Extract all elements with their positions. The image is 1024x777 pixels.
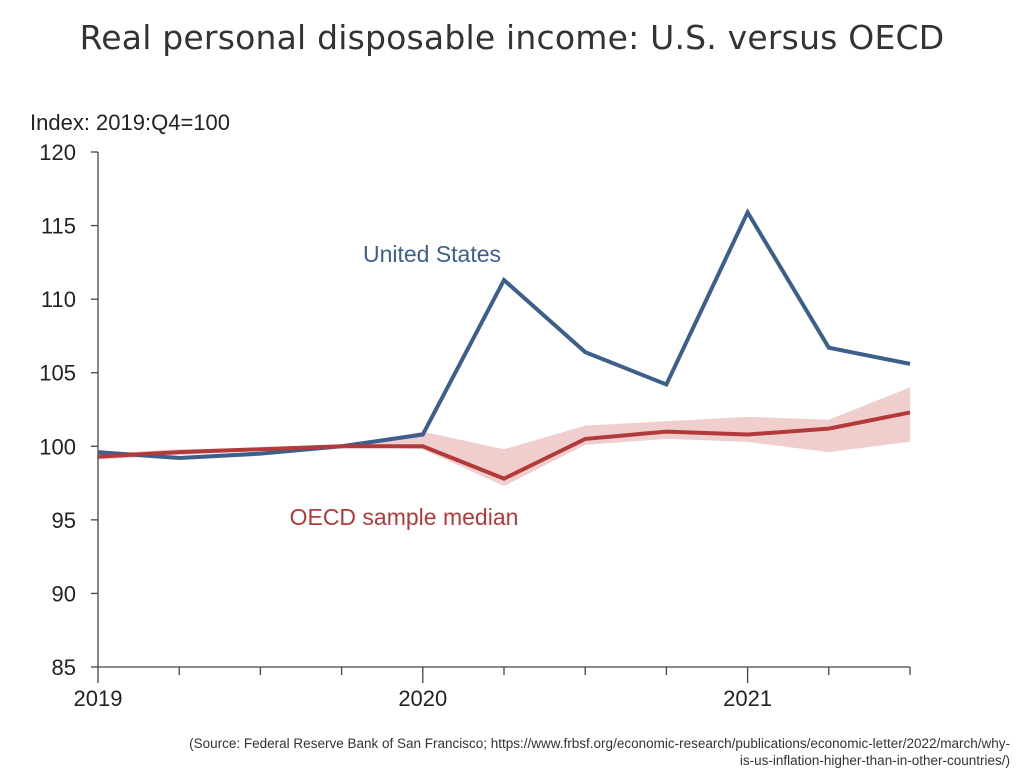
page-title: Real personal disposable income: U.S. ve… [79,18,945,57]
y-tick-label: 85 [52,655,76,680]
y-tick-label: 90 [52,581,76,606]
y-tick-label: 110 [41,287,76,312]
source-note-line-2: is-us-inflation-higher-than-in-other-cou… [739,753,1010,768]
oecd-range-band [98,387,910,487]
y-axis-label: Index: 2019:Q4=100 [30,110,230,135]
x-tick-label: 2020 [398,686,447,711]
x-tick-label: 2021 [723,686,772,711]
chart-labels-layer: Index: 2019:Q4=100 United States OECD samp… [30,110,518,530]
y-tick-label: 120 [39,140,76,165]
source-note-line-1: (Source: Federal Reserve Bank of San Fra… [189,736,1010,751]
series-lines-layer [97,208,911,481]
chart-axes: 85 90 95 100 105 110 115 120 2019 2020 2021 [39,140,911,711]
united-states-series-label: United States [363,241,501,267]
y-tick-label: 105 [39,361,76,386]
y-tick-label: 100 [39,434,76,459]
y-tick-label: 95 [52,508,76,533]
y-tick-label: 115 [41,214,76,239]
oecd-series-label: OECD sample median [290,504,519,530]
oecd-range-band-layer [98,387,910,487]
x-tick-label: 2019 [74,686,123,711]
